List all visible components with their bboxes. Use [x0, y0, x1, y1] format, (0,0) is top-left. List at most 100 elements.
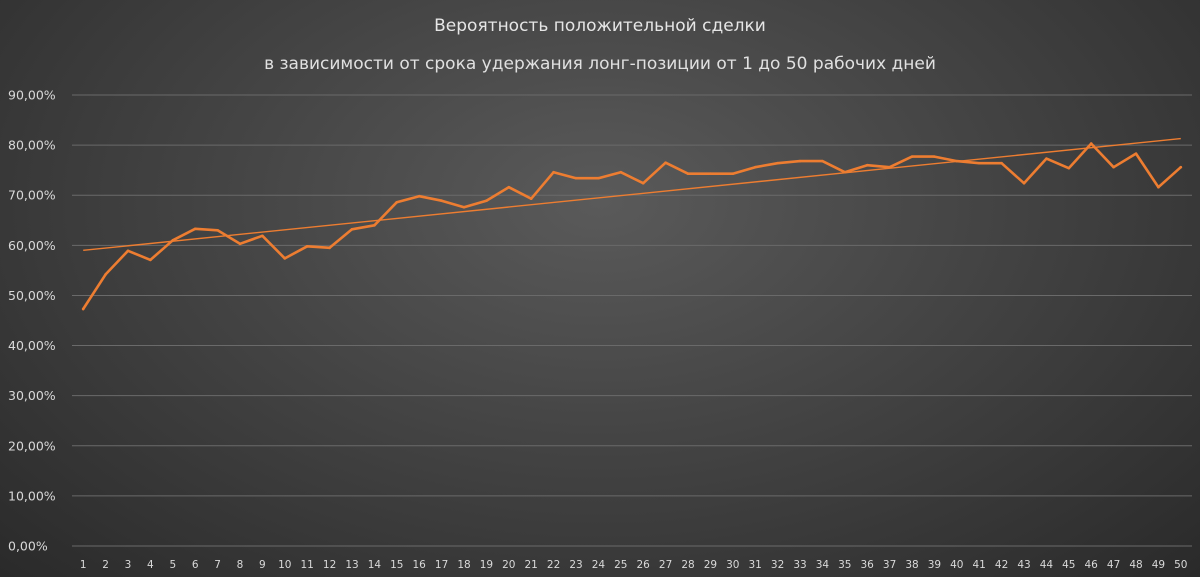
x-tick-label: 28 [681, 559, 694, 571]
x-tick-label: 33 [793, 559, 806, 571]
data-point [507, 185, 511, 189]
x-tick-label: 24 [592, 559, 606, 571]
x-tick-label: 37 [883, 559, 896, 571]
x-tick-label: 22 [547, 559, 560, 571]
data-point [843, 170, 847, 174]
x-tick-label: 43 [1017, 559, 1030, 571]
x-tick-label: 15 [390, 559, 403, 571]
data-point [373, 223, 376, 227]
y-tick-label: 30,00% [8, 388, 56, 403]
data-point [798, 159, 802, 163]
x-tick-label: 42 [995, 559, 1008, 571]
data-point [731, 172, 735, 175]
x-tick-label: 48 [1129, 559, 1142, 571]
data-point [1112, 165, 1115, 169]
x-tick-label: 7 [214, 559, 221, 571]
data-point [440, 199, 443, 203]
x-tick-label: 5 [169, 559, 176, 571]
data-point [1089, 142, 1093, 145]
x-tick-label: 29 [704, 559, 717, 571]
data-point [238, 242, 242, 246]
x-tick-label: 34 [816, 559, 830, 571]
x-tick-label: 36 [861, 559, 875, 571]
data-point [171, 239, 175, 242]
data-point [619, 170, 623, 174]
data-point [865, 163, 869, 167]
x-tick-label: 19 [480, 559, 493, 571]
y-tick-label: 80,00% [8, 138, 56, 153]
y-tick-label: 70,00% [8, 188, 56, 203]
x-tick-label: 32 [771, 559, 784, 571]
x-tick-label: 13 [345, 559, 358, 571]
x-tick-label: 47 [1107, 559, 1120, 571]
x-tick-label: 4 [147, 559, 154, 571]
x-tick-label: 20 [502, 559, 515, 571]
data-point [216, 229, 219, 232]
data-point [193, 227, 197, 231]
y-axis: 0,00% 10,00% 20,00% 30,00% 40,00% 50,00% 60,00… [8, 88, 56, 554]
data-point [1157, 185, 1160, 189]
data-point [328, 246, 331, 250]
data-point [821, 159, 824, 163]
x-tick-label: 44 [1040, 559, 1054, 571]
data-point [462, 205, 466, 209]
data-point [485, 199, 488, 203]
data-point [888, 165, 891, 169]
data-point [753, 165, 757, 169]
data-point [641, 181, 645, 185]
x-tick-label: 16 [413, 559, 427, 571]
data-point [933, 155, 936, 158]
data-point [1045, 157, 1048, 160]
x-tick-label: 12 [323, 559, 336, 571]
data-point [977, 161, 981, 165]
data-point [283, 257, 287, 260]
grid [72, 94, 1192, 547]
x-tick-label: 17 [435, 559, 448, 571]
x-tick-label: 10 [278, 559, 291, 571]
x-tick-label: 50 [1174, 559, 1187, 571]
data-point [126, 249, 130, 253]
trendline [83, 137, 1181, 252]
x-tick-label: 49 [1152, 559, 1165, 571]
data-point [776, 161, 779, 165]
y-tick-label: 90,00% [8, 88, 56, 103]
data-point [664, 161, 667, 164]
data-point [1067, 166, 1071, 170]
data-point [686, 172, 690, 175]
data-point [1022, 181, 1026, 185]
data-point [552, 170, 555, 174]
data-point [709, 172, 712, 175]
data-point [417, 194, 421, 198]
data-point [1134, 152, 1138, 155]
x-tick-label: 11 [301, 559, 314, 571]
data-point [1000, 161, 1003, 165]
data-point [574, 176, 578, 180]
data-point [81, 307, 85, 311]
y-tick-label: 10,00% [8, 488, 56, 503]
data-point [955, 159, 959, 163]
x-tick-label: 25 [614, 559, 627, 571]
x-tick-label: 35 [838, 559, 851, 571]
data-point [529, 197, 533, 201]
x-tick-label: 6 [192, 559, 199, 571]
x-tick-label: 39 [928, 559, 941, 571]
x-tick-label: 23 [569, 559, 582, 571]
y-tick-label: 60,00% [8, 238, 56, 253]
x-tick-label: 31 [749, 559, 762, 571]
x-tick-label: 1 [80, 559, 87, 571]
trendline-line [83, 137, 1181, 252]
chart-subtitle: в зависимости от срока удержания лонг-по… [264, 54, 936, 74]
x-tick-label: 21 [525, 559, 538, 571]
x-tick-label: 26 [637, 559, 651, 571]
data-point [104, 273, 107, 276]
data-point [395, 200, 399, 204]
series [81, 142, 1183, 311]
x-tick-label: 2 [102, 559, 109, 571]
x-tick-label: 45 [1062, 559, 1075, 571]
x-axis: 1 2 3 4 5 6 7 8 9 10 11 12 13 14 15 16 17 18 19 20 21 22 23 24 2… [80, 559, 1188, 571]
x-tick-label: 9 [259, 559, 266, 571]
x-tick-label: 3 [125, 559, 132, 571]
data-point [910, 155, 914, 158]
data-point [597, 176, 600, 180]
y-tick-label: 40,00% [8, 338, 56, 353]
